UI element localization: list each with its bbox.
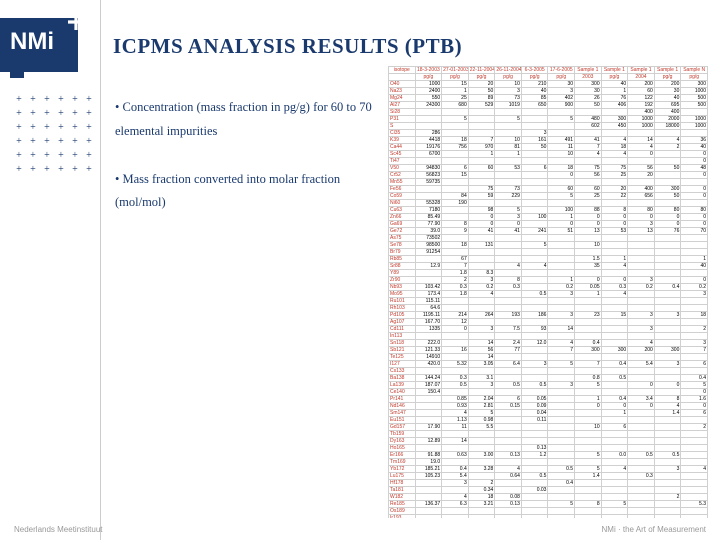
footer-right: NMi · the Art of Measurement — [602, 525, 706, 534]
footer: Nederlands Meetinstituut NMi · the Art o… — [0, 525, 720, 534]
left-sidebar: NMi ++++++++++++++++++++++++++++++++++++ — [0, 0, 98, 540]
bullet-list: • Concentration (mass fraction in pg/g) … — [115, 96, 375, 239]
slide-title: ICPMS ANALYSIS RESULTS (PTB) — [113, 34, 462, 59]
decorative-plus-grid: ++++++++++++++++++++++++++++++++++++ — [14, 95, 94, 175]
plus-icon — [68, 14, 84, 30]
nmi-logo: NMi — [0, 18, 78, 72]
minus-icon — [10, 72, 24, 78]
bullet-1: • Concentration (mass fraction in pg/g) … — [115, 96, 375, 144]
icpms-results-table: isotope18-3-200327-01-200322-11-200426-1… — [388, 66, 708, 518]
vertical-divider — [100, 0, 101, 540]
logo-text: NMi — [10, 28, 54, 56]
footer-left: Nederlands Meetinstituut — [14, 525, 103, 534]
bullet-2: • Mass fraction converted into molar fra… — [115, 168, 375, 216]
results-table-container: isotope18-3-200327-01-200322-11-200426-1… — [388, 66, 708, 518]
